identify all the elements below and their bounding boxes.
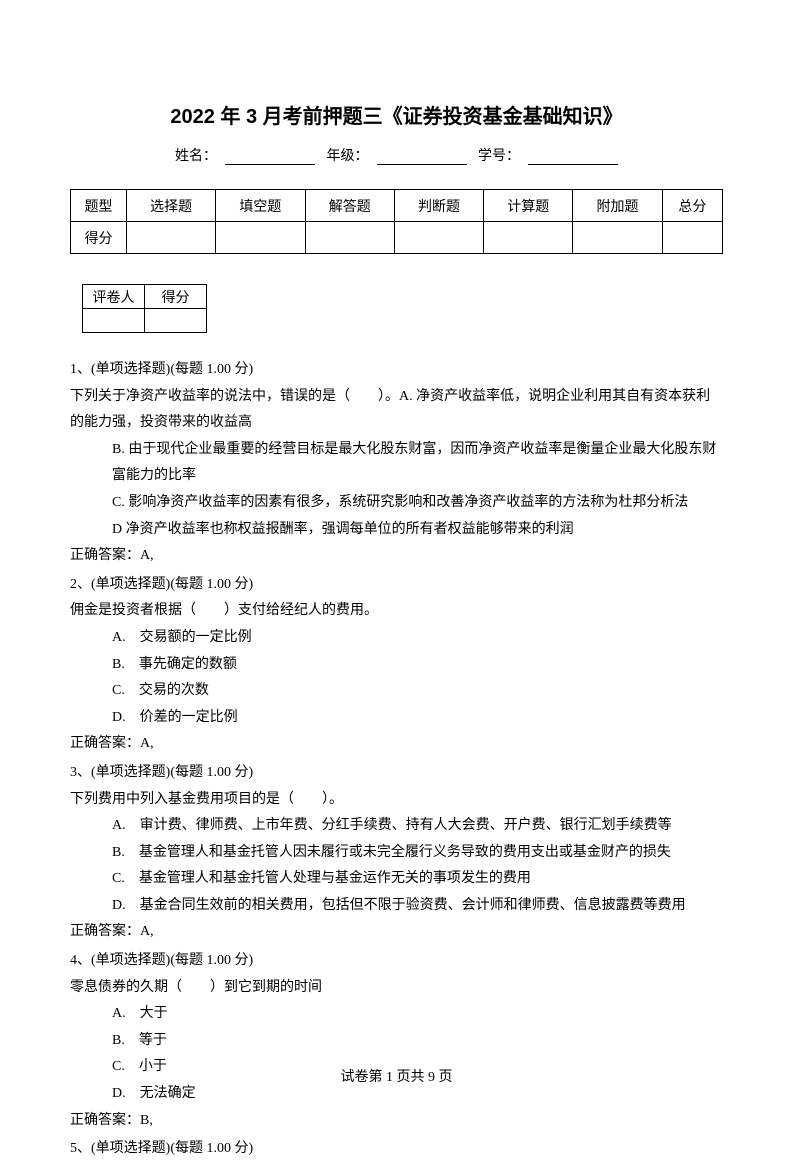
cell <box>394 222 483 254</box>
cell <box>216 222 305 254</box>
q-opt: A. 审计费、律师费、上市年费、分红手续费、持有人大会费、开户费、银行汇划手续费… <box>70 813 723 840</box>
q-num: 4、(单项选择题)(每题 1.00 分) <box>70 948 723 975</box>
cell: 选择题 <box>127 190 216 222</box>
q-stem: 零息债券的久期（ ）到它到期的时间 <box>70 975 723 1002</box>
cell <box>83 309 145 333</box>
q-answer: 正确答案：A, <box>70 731 723 758</box>
cell <box>573 222 662 254</box>
cell <box>145 309 207 333</box>
cell <box>484 222 573 254</box>
id-label: 学号： <box>478 149 520 164</box>
table-row: 评卷人 得分 <box>83 285 207 309</box>
q-answer: 正确答案：B, <box>70 1108 723 1135</box>
cell: 填空题 <box>216 190 305 222</box>
q-answer: 正确答案：A, <box>70 919 723 946</box>
q-opt: B. 基金管理人和基金托管人因未履行或未完全履行义务导致的费用支出或基金财产的损… <box>70 840 723 867</box>
cell: 评卷人 <box>83 285 145 309</box>
table-row: 得分 <box>71 222 723 254</box>
cell <box>662 222 722 254</box>
cell: 总分 <box>662 190 722 222</box>
type-table: 题型 选择题 填空题 解答题 判断题 计算题 附加题 总分 得分 <box>70 189 723 254</box>
q-num: 3、(单项选择题)(每题 1.00 分) <box>70 760 723 787</box>
question-5: 5、(单项选择题)(每题 1.00 分) <box>70 1136 723 1163</box>
cell: 计算题 <box>484 190 573 222</box>
q-opt: C. 基金管理人和基金托管人处理与基金运作无关的事项发生的费用 <box>70 866 723 893</box>
question-4: 4、(单项选择题)(每题 1.00 分) 零息债券的久期（ ）到它到期的时间 A… <box>70 948 723 1134</box>
q-stem: 下列费用中列入基金费用项目的是（ ）。 <box>70 787 723 814</box>
table-row <box>83 309 207 333</box>
cell <box>127 222 216 254</box>
q-opt: B. 由于现代企业最重要的经营目标是最大化股东财富，因而净资产收益率是衡量企业最… <box>70 437 723 490</box>
q-opt: B. 等于 <box>70 1028 723 1055</box>
q-opt: D. 价差的一定比例 <box>70 705 723 732</box>
id-blank <box>528 149 618 165</box>
cell: 得分 <box>71 222 127 254</box>
q-opt: D 净资产收益率也称权益报酬率，强调每单位的所有者权益能够带来的利润 <box>70 517 723 544</box>
page-footer: 试卷第 1 页共 9 页 <box>0 1066 793 1086</box>
q-opt: B. 事先确定的数额 <box>70 652 723 679</box>
grade-blank <box>377 149 467 165</box>
q-stem: 下列关于净资产收益率的说法中，错误的是（ ）。A. 净资产收益率低，说明企业利用… <box>70 384 723 437</box>
q-opt: C. 影响净资产收益率的因素有很多，系统研究影响和改善净资产收益率的方法称为杜邦… <box>70 490 723 517</box>
name-blank <box>225 149 315 165</box>
q-opt: C. 交易的次数 <box>70 678 723 705</box>
q-num: 5、(单项选择题)(每题 1.00 分) <box>70 1136 723 1163</box>
q-opt: D. 基金合同生效前的相关费用，包括但不限于验资费、会计师和律师费、信息披露费等… <box>70 893 723 920</box>
name-label: 姓名： <box>175 149 217 164</box>
q-num: 2、(单项选择题)(每题 1.00 分) <box>70 572 723 599</box>
q-opt: A. 交易额的一定比例 <box>70 625 723 652</box>
grade-label: 年级： <box>327 149 369 164</box>
q-stem: 佣金是投资者根据（ ）支付给经纪人的费用。 <box>70 598 723 625</box>
q-num: 1、(单项选择题)(每题 1.00 分) <box>70 357 723 384</box>
cell: 判断题 <box>394 190 483 222</box>
page-title: 2022 年 3 月考前押题三《证券投资基金基础知识》 <box>70 100 723 129</box>
q-answer: 正确答案：A, <box>70 543 723 570</box>
question-2: 2、(单项选择题)(每题 1.00 分) 佣金是投资者根据（ ）支付给经纪人的费… <box>70 572 723 758</box>
cell: 附加题 <box>573 190 662 222</box>
info-line: 姓名： 年级： 学号： <box>70 145 723 165</box>
cell: 解答题 <box>305 190 394 222</box>
grader-table: 评卷人 得分 <box>82 284 207 333</box>
question-3: 3、(单项选择题)(每题 1.00 分) 下列费用中列入基金费用项目的是（ ）。… <box>70 760 723 946</box>
question-1: 1、(单项选择题)(每题 1.00 分) 下列关于净资产收益率的说法中，错误的是… <box>70 357 723 570</box>
cell: 题型 <box>71 190 127 222</box>
q-opt: A. 大于 <box>70 1001 723 1028</box>
cell: 得分 <box>145 285 207 309</box>
table-row: 题型 选择题 填空题 解答题 判断题 计算题 附加题 总分 <box>71 190 723 222</box>
cell <box>305 222 394 254</box>
